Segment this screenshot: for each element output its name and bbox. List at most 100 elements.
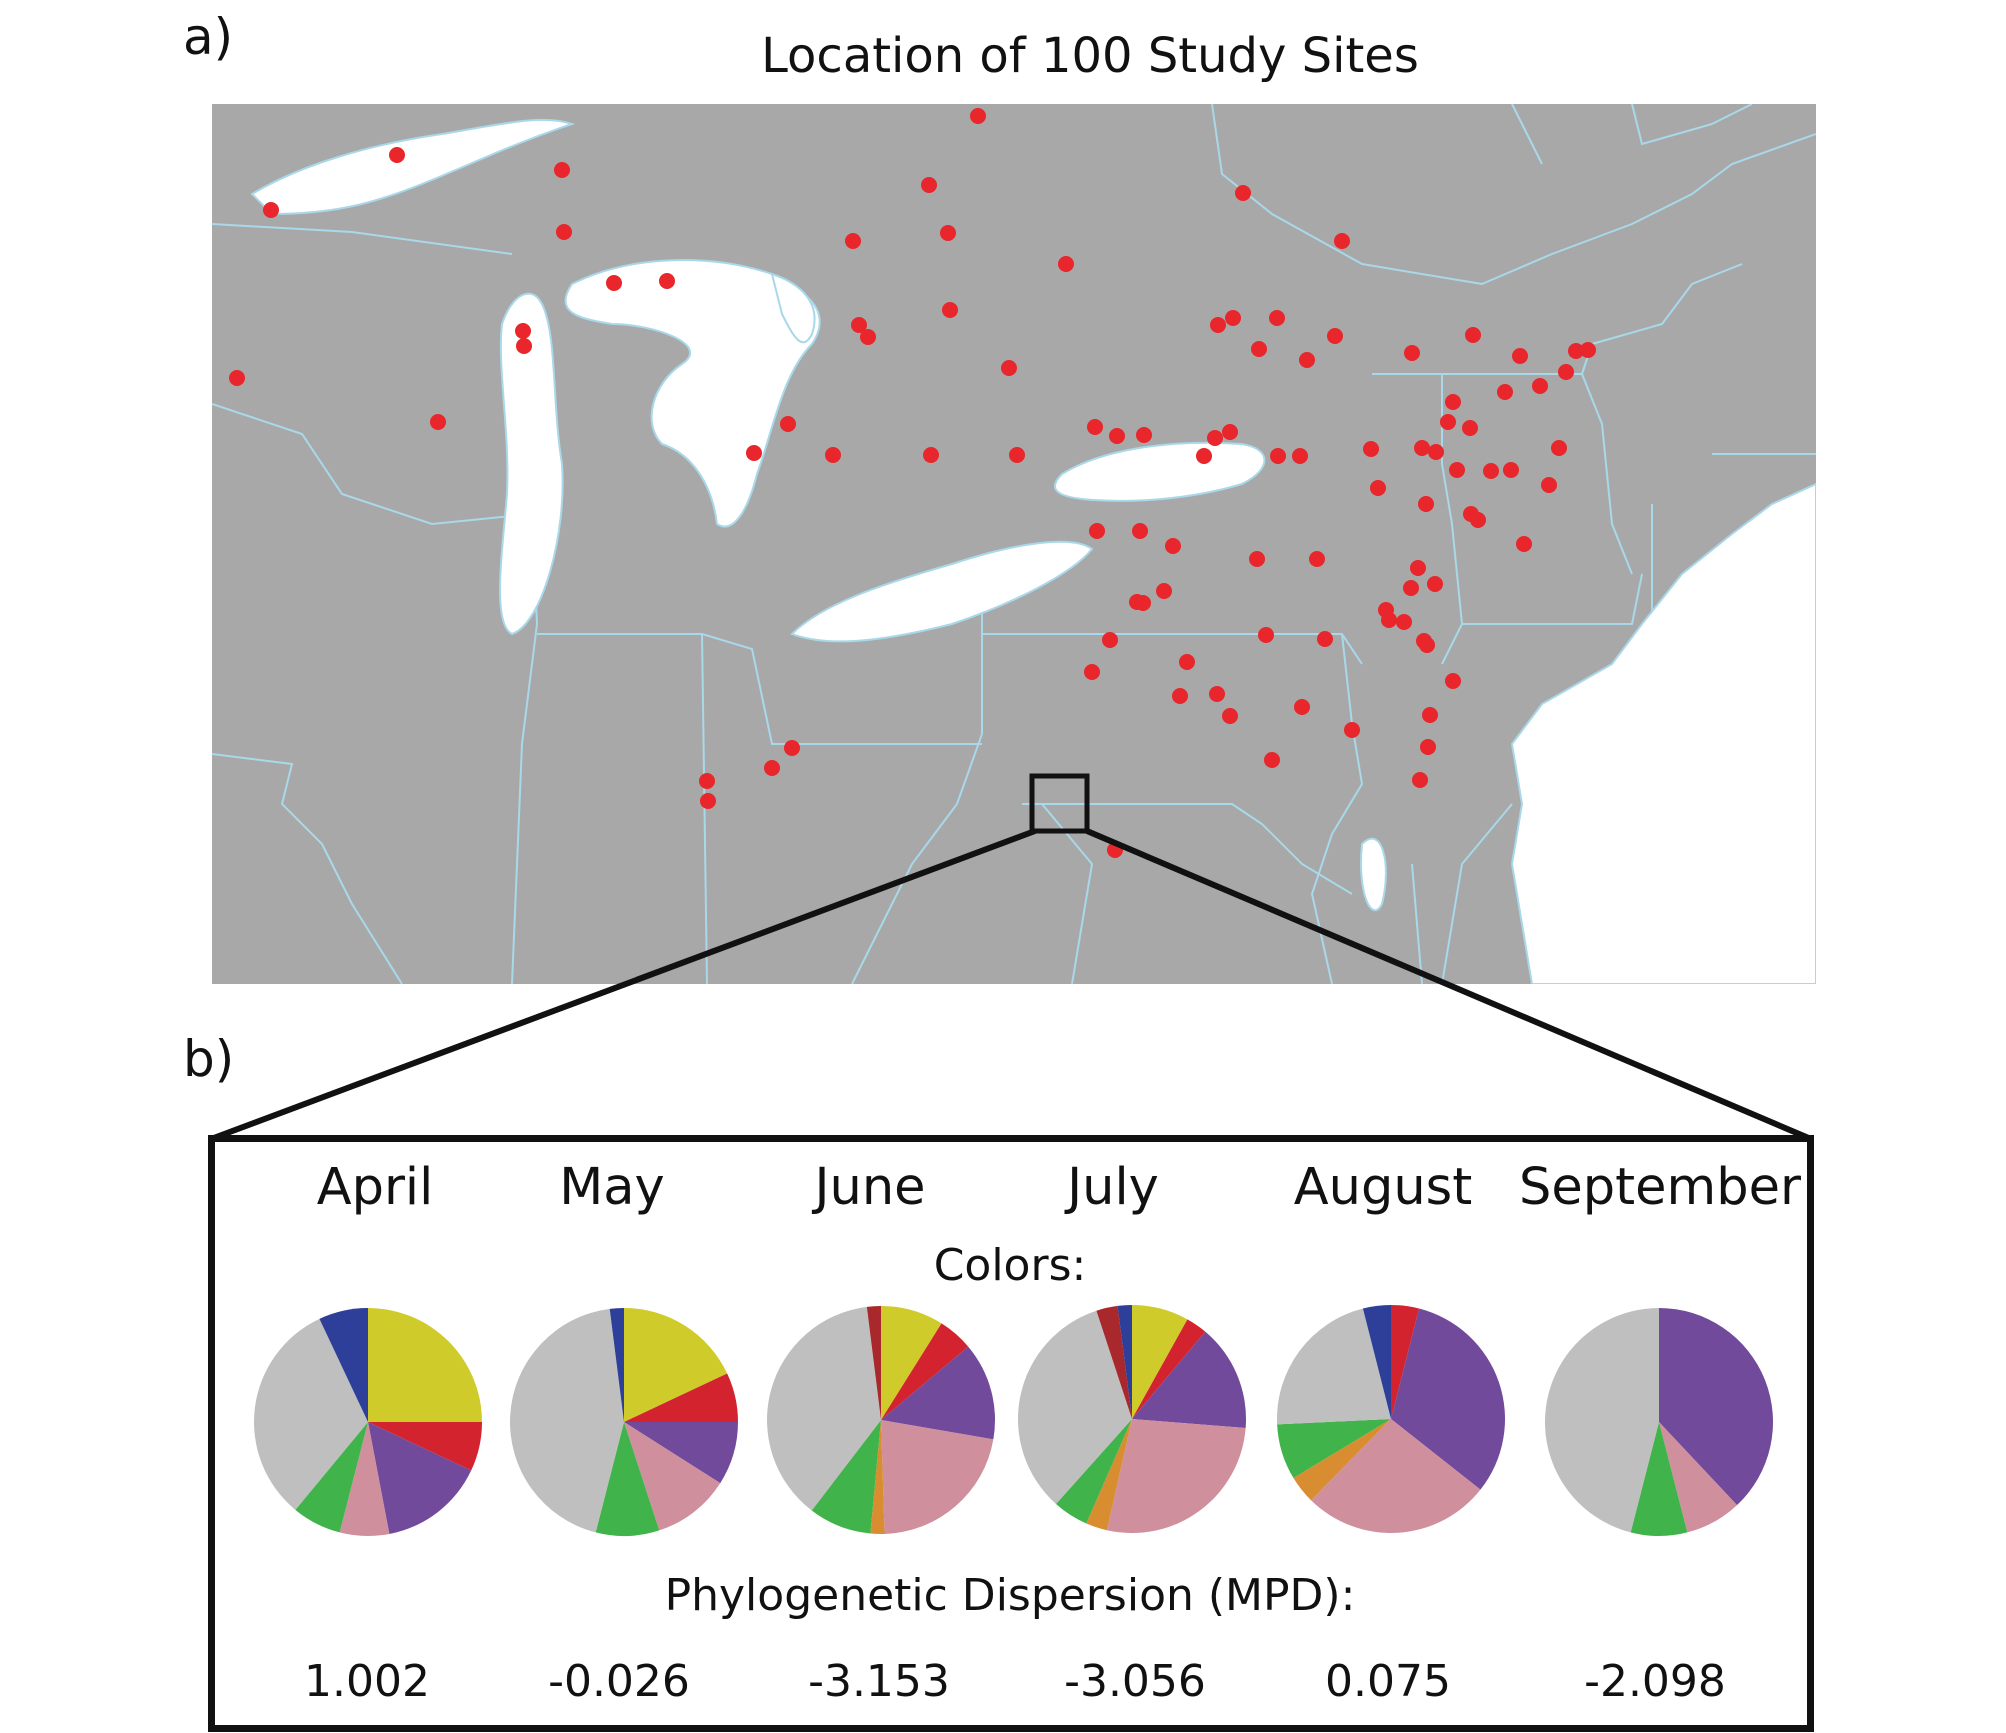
mpd-value: -3.153	[808, 1656, 950, 1707]
site-dot	[1087, 419, 1103, 435]
site-dot	[970, 108, 986, 124]
site-dot	[1270, 448, 1286, 464]
pie-september	[1544, 1308, 1773, 1537]
pie-july	[1018, 1305, 1246, 1534]
pie-slice-red	[1391, 1305, 1420, 1419]
month-label: May	[559, 1158, 665, 1217]
site-dot	[1317, 631, 1333, 647]
site-dot	[229, 370, 245, 386]
site-dot	[1449, 462, 1465, 478]
site-dot	[1009, 447, 1025, 463]
site-dot	[1299, 352, 1315, 368]
site-dot	[699, 773, 715, 789]
site-dot	[1089, 523, 1105, 539]
pie-slice-yellow	[368, 1308, 482, 1422]
site-dot	[1483, 463, 1499, 479]
pie-slice-blue	[319, 1308, 368, 1422]
lake-superior	[250, 118, 576, 216]
pie-slice-green	[295, 1422, 368, 1533]
pie-august	[1276, 1305, 1505, 1533]
site-dot	[1568, 343, 1584, 359]
site-dot	[1209, 686, 1225, 702]
month-label: June	[814, 1158, 926, 1217]
georgian-bay	[770, 272, 816, 344]
pie-june	[767, 1306, 996, 1534]
atlantic-coast	[1510, 482, 1816, 984]
border-line	[1511, 104, 1543, 165]
site-dot	[1334, 233, 1350, 249]
pie-slice-purple	[1132, 1331, 1246, 1429]
site-dot	[516, 338, 532, 354]
site-dot	[1222, 424, 1238, 440]
pie-slice-gray	[1544, 1308, 1659, 1533]
site-dot	[1532, 378, 1548, 394]
border-line	[1372, 373, 1464, 665]
site-dot	[1135, 595, 1151, 611]
site-dot	[1225, 310, 1241, 326]
site-dot	[556, 224, 572, 240]
border-line	[1041, 803, 1094, 984]
site-dot	[606, 275, 622, 291]
site-dot	[1419, 637, 1435, 653]
site-dot	[1580, 342, 1596, 358]
month-label: August	[1293, 1158, 1473, 1217]
pie-slice-purple	[1659, 1308, 1773, 1506]
site-dot	[1001, 360, 1017, 376]
site-dot	[1132, 523, 1148, 539]
site-dot	[1551, 440, 1567, 456]
site-dot	[389, 147, 405, 163]
pie-slice-purple	[881, 1346, 996, 1440]
border-line	[1441, 803, 1513, 984]
pie-slice-blue	[609, 1308, 624, 1422]
pie-slice-blue	[1117, 1305, 1132, 1419]
site-dot	[1428, 444, 1444, 460]
site-dot	[1235, 185, 1251, 201]
site-dot	[860, 329, 876, 345]
pie-may	[509, 1307, 738, 1537]
site-dot	[1058, 256, 1074, 272]
site-dot	[1516, 536, 1532, 552]
pie-slice-pink	[339, 1422, 390, 1536]
site-dot	[1207, 430, 1223, 446]
mpd-value: 0.075	[1325, 1656, 1451, 1707]
site-dot	[1172, 688, 1188, 704]
mpd-value: 1.002	[304, 1656, 430, 1707]
site-dot	[784, 740, 800, 756]
pie-slice-darkred	[866, 1306, 881, 1420]
pie-slice-purple	[368, 1422, 472, 1534]
zoom-box	[1029, 773, 1090, 834]
site-dot	[1179, 654, 1195, 670]
mpd-value: -2.098	[1584, 1656, 1726, 1707]
site-dot	[1422, 707, 1438, 723]
border-line	[1310, 633, 1364, 984]
pie-april	[253, 1308, 482, 1536]
pie-slice-red	[368, 1422, 482, 1471]
pie-slice-orange	[1293, 1419, 1391, 1501]
site-dot	[923, 447, 939, 463]
border-line	[701, 633, 708, 984]
border-line	[1631, 104, 1753, 146]
site-dot	[1420, 739, 1436, 755]
map-svg	[212, 104, 1816, 984]
mpd-value: -0.026	[548, 1656, 690, 1707]
month-inset	[208, 1135, 1814, 1732]
border-line	[1442, 373, 1633, 575]
site-dot	[1309, 551, 1325, 567]
site-dot	[1412, 772, 1428, 788]
colors-label: Colors:	[933, 1240, 1087, 1291]
site-dot	[515, 323, 531, 339]
site-dot	[554, 162, 570, 178]
pie-slice-pink	[1311, 1419, 1481, 1533]
lake-erie	[790, 540, 1094, 643]
pie-slice-yellow	[881, 1306, 942, 1420]
pie-slice-gray	[509, 1308, 624, 1533]
site-dot	[1136, 427, 1152, 443]
site-dot	[1410, 560, 1426, 576]
border-line	[212, 403, 533, 526]
border-line	[212, 753, 403, 984]
site-dots	[229, 108, 1596, 858]
site-dot	[1465, 327, 1481, 343]
lake-michigan	[499, 292, 564, 636]
